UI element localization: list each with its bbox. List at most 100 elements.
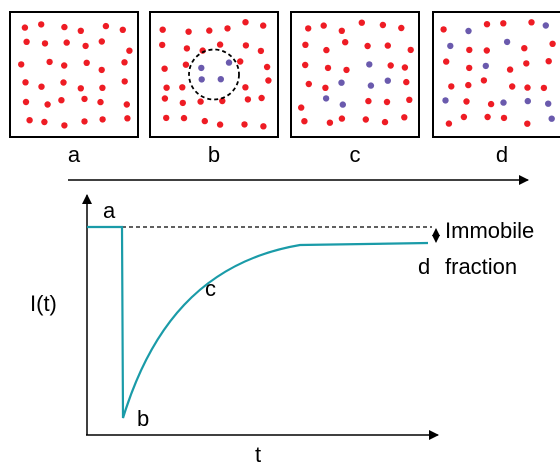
molecule [22, 24, 28, 30]
molecule [163, 115, 169, 121]
molecule [322, 85, 328, 91]
molecule [159, 42, 165, 48]
molecule [325, 65, 331, 71]
molecule [301, 118, 307, 124]
molecule [99, 85, 105, 91]
molecule [63, 39, 69, 45]
page: {"panels": [{"label": "a"}, {"label": "b… [0, 0, 560, 466]
molecule [305, 25, 311, 31]
molecule [446, 120, 452, 126]
recovery-curve [87, 227, 428, 418]
molecule [120, 27, 126, 33]
molecule [160, 27, 166, 33]
molecule [264, 64, 270, 70]
molecule [78, 28, 84, 34]
molecule [402, 64, 408, 70]
panel-label: d [496, 142, 508, 167]
molecule [243, 42, 249, 48]
molecule [463, 98, 469, 104]
annotation: Immobile [445, 218, 534, 243]
molecule [484, 47, 490, 53]
molecule [78, 85, 84, 91]
molecule [260, 22, 266, 28]
molecule [81, 96, 87, 102]
molecule [302, 62, 308, 68]
panel-frame [433, 12, 560, 137]
molecule [380, 22, 386, 28]
molecule [366, 61, 372, 67]
molecule [18, 61, 24, 67]
annotation: fraction [445, 254, 517, 279]
molecule [162, 95, 168, 101]
molecule [202, 118, 208, 124]
bleach-region [189, 50, 239, 100]
molecule [398, 25, 404, 31]
molecule [42, 40, 48, 46]
molecule [46, 59, 52, 65]
molecule [483, 63, 489, 69]
molecule [242, 19, 248, 25]
molecule [385, 42, 391, 48]
molecule [99, 67, 105, 73]
molecule [41, 119, 47, 125]
molecule [197, 98, 203, 104]
molecule [342, 39, 348, 45]
point-label: a [103, 198, 116, 223]
molecule [181, 115, 187, 121]
molecule [44, 101, 50, 107]
molecule [465, 82, 471, 88]
panel-label: b [208, 142, 220, 167]
molecule [23, 39, 29, 45]
molecule [121, 59, 127, 65]
panel-label: a [68, 142, 81, 167]
molecule [321, 22, 327, 28]
molecule [541, 85, 547, 91]
molecule [306, 81, 312, 87]
molecule [339, 28, 345, 34]
molecule [218, 76, 224, 82]
molecule [338, 80, 344, 86]
molecule [258, 48, 264, 54]
molecule [58, 97, 64, 103]
molecule [99, 38, 105, 44]
molecule [38, 21, 44, 27]
molecule [61, 122, 67, 128]
molecule [298, 104, 304, 110]
molecule [442, 97, 448, 103]
molecule [97, 99, 103, 105]
molecule [163, 85, 169, 91]
molecule [364, 43, 370, 49]
molecule [124, 115, 130, 121]
molecule [323, 47, 329, 53]
molecule [241, 121, 247, 127]
molecule [38, 84, 44, 90]
molecule [447, 43, 453, 49]
molecule [385, 78, 391, 84]
molecule [61, 62, 67, 68]
molecule [224, 25, 230, 31]
molecule [401, 114, 407, 120]
molecule [466, 65, 472, 71]
molecule [84, 60, 90, 66]
molecule [161, 66, 167, 72]
molecule [327, 120, 333, 126]
molecule [26, 117, 32, 123]
molecule [461, 114, 467, 120]
molecule [22, 79, 28, 85]
molecule [488, 101, 494, 107]
molecule [549, 41, 555, 47]
molecule [368, 82, 374, 88]
molecule [359, 20, 365, 26]
molecule [521, 45, 527, 51]
molecule [525, 98, 531, 104]
y-axis-label: I(t) [30, 291, 57, 316]
molecule [363, 116, 369, 122]
x-axis-label: t [255, 442, 261, 466]
molecule [365, 98, 371, 104]
molecule [61, 24, 67, 30]
molecule [484, 114, 490, 120]
molecule [403, 79, 409, 85]
molecule [406, 97, 412, 103]
molecule [384, 99, 390, 105]
molecule [440, 26, 446, 32]
